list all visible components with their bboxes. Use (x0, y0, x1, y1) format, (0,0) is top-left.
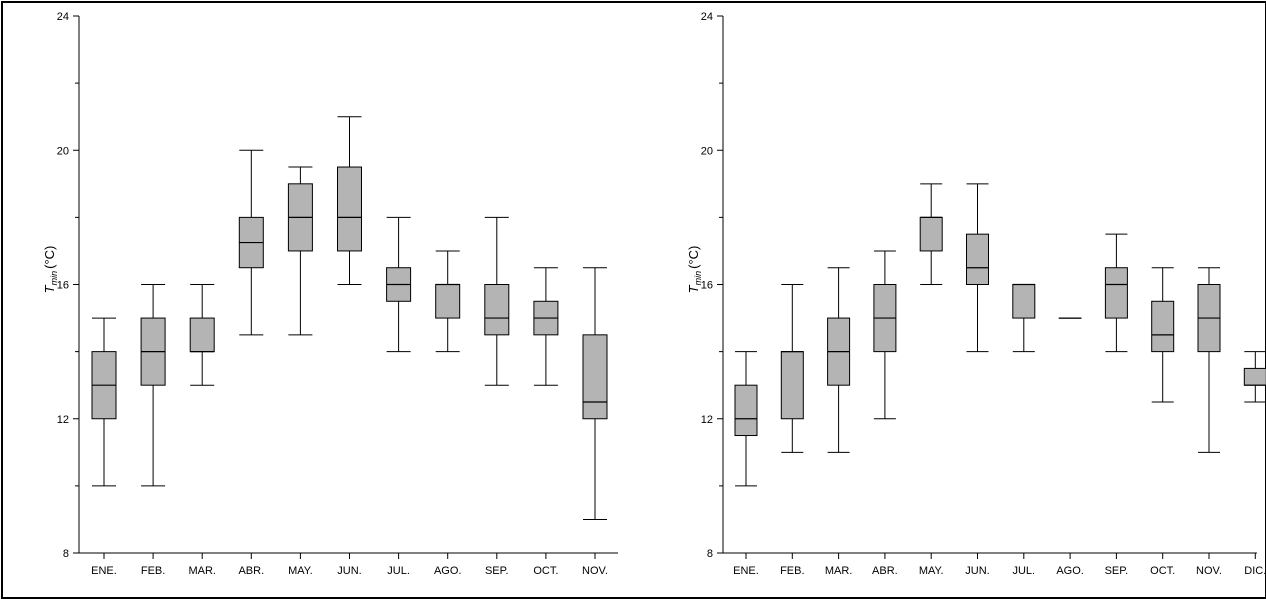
box-sep: SEP. (1105, 234, 1129, 577)
iqr-box (338, 167, 362, 251)
box-feb: FEB. (141, 285, 165, 578)
x-tick-label: MAR. (188, 565, 216, 577)
y-axis-label-sub: min (49, 271, 59, 286)
iqr-box (1013, 285, 1035, 319)
box-abr: ABR. (872, 251, 898, 577)
box-ene: ENE. (91, 318, 117, 577)
x-tick-label: SEP. (485, 565, 509, 577)
box-oct: OCT. (1150, 268, 1175, 577)
x-tick-label: MAY. (288, 565, 313, 577)
x-tick-label: MAR. (825, 565, 853, 577)
y-axis-label: Tmin(°C) (686, 246, 703, 294)
y-tick-label: 8 (707, 548, 713, 560)
box-jul: JUL. (387, 217, 411, 577)
x-tick-label: NOV. (1196, 565, 1222, 577)
x-tick-label: AGO. (1056, 565, 1084, 577)
iqr-box (1244, 368, 1266, 385)
x-tick-label: ABR. (872, 565, 898, 577)
box-dic: DIC. (1244, 352, 1266, 577)
box-nov: NOV. (1196, 268, 1222, 577)
y-axis-label: Tmin(°C) (42, 246, 59, 294)
x-tick-label: JUN. (965, 565, 989, 577)
iqr-box (485, 285, 509, 335)
box-ago: AGO. (1056, 318, 1084, 577)
x-tick-label: ABR. (238, 565, 264, 577)
x-tick-label: MAY. (919, 565, 944, 577)
chart-panel-1: 812162024Tmin(°C)ENE.FEB.MAR.ABR.MAY.JUN… (42, 11, 618, 577)
x-tick-label: FEB. (141, 565, 165, 577)
x-tick-label: NOV. (582, 565, 608, 577)
box-oct: OCT. (533, 268, 558, 577)
iqr-box (920, 217, 942, 251)
iqr-box (190, 318, 214, 352)
x-tick-label: JUN. (337, 565, 361, 577)
chart-panel-2: 812162024Tmin(°C)ENE.FEB.MAR.ABR.MAY.JUN… (686, 11, 1266, 577)
y-axis-label-sub: min (693, 271, 703, 286)
x-tick-label: FEB. (780, 565, 804, 577)
box-jun: JUN. (965, 184, 989, 577)
y-tick-label: 24 (701, 11, 713, 23)
x-tick-label: ENE. (733, 565, 759, 577)
box-ago: AGO. (434, 251, 462, 577)
x-tick-label: OCT. (1150, 565, 1175, 577)
x-tick-label: DIC. (1244, 565, 1266, 577)
y-tick-label: 24 (57, 11, 69, 23)
box-feb: FEB. (780, 285, 804, 578)
box-abr: ABR. (238, 150, 264, 577)
y-tick-label: 20 (57, 145, 69, 157)
iqr-box (735, 385, 757, 435)
iqr-box (1105, 268, 1127, 318)
iqr-box (781, 352, 803, 419)
box-nov: NOV. (582, 268, 608, 577)
iqr-box (967, 234, 989, 284)
x-tick-label: JUL. (387, 565, 410, 577)
y-axis-label-unit: (°C) (42, 246, 57, 269)
box-mar: MAR. (825, 268, 853, 577)
iqr-box (436, 285, 460, 319)
box-may: MAY. (288, 167, 313, 577)
box-may: MAY. (919, 184, 944, 577)
box-ene: ENE. (733, 352, 759, 577)
x-tick-label: OCT. (533, 565, 558, 577)
x-tick-label: AGO. (434, 565, 462, 577)
y-axis-label-unit: (°C) (686, 246, 701, 269)
y-tick-label: 8 (63, 548, 69, 560)
y-tick-label: 20 (701, 145, 713, 157)
box-mar: MAR. (188, 285, 216, 578)
iqr-box (583, 335, 607, 419)
x-tick-label: ENE. (91, 565, 117, 577)
box-jun: JUN. (337, 117, 361, 577)
box-jul: JUL. (1012, 285, 1035, 578)
box-sep: SEP. (485, 217, 509, 577)
y-tick-label: 12 (57, 414, 69, 426)
iqr-box (1152, 301, 1174, 351)
x-tick-label: JUL. (1012, 565, 1035, 577)
y-tick-label: 12 (701, 414, 713, 426)
x-tick-label: SEP. (1105, 565, 1129, 577)
